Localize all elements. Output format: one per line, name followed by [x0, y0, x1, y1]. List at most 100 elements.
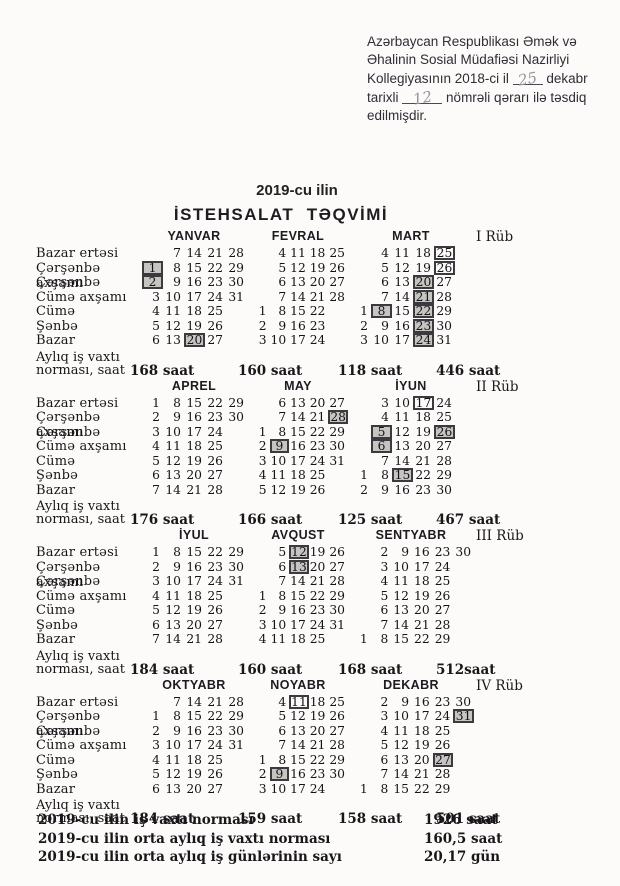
weekday-label: Cümə axşamı [36, 289, 127, 305]
spacer [474, 545, 602, 560]
day-cell: 14 [393, 617, 410, 632]
day-cell: 11 [165, 304, 181, 318]
day-cell: 30 [329, 603, 345, 617]
day-cell: 13 [290, 395, 306, 410]
day-cell: 18 [309, 246, 326, 260]
handwritten-decree-number: 12 [411, 87, 434, 109]
day-cell [226, 589, 247, 603]
weekday-row: Şənbə 5 12 19 26 2 9 16 23 30 7 14 21 28 [36, 767, 602, 782]
day-cell [250, 261, 270, 275]
month-column: 6 13 20 27 [248, 396, 348, 411]
day-cell [453, 738, 474, 752]
spacer [474, 632, 602, 647]
month-grid: 7 14 21 28 [348, 618, 474, 632]
day-cell: 15 [290, 752, 306, 767]
weekday-row: Cümə 5 12 19 26 2 9 16 23 30 6 13 20 27 [36, 603, 602, 618]
day-cell: 13 [165, 617, 181, 632]
month-grid: 5 12 19 26 [248, 709, 348, 723]
summary-label: 2019-cu ilin orta aylıq iş günlərinin sa… [38, 849, 342, 866]
spacer [36, 379, 140, 396]
month-grid: 3 10 17 24 31 [248, 454, 348, 468]
norm-label: Aylıq iş vaxtı norması, saat [36, 351, 140, 379]
quarter-total-value: 512saat [436, 661, 496, 678]
weekday-label: Cümə [36, 453, 76, 469]
day-cell: 12 [394, 424, 410, 439]
day-cell: 23 [434, 545, 451, 559]
month-column: 7 14 21 28 [248, 290, 348, 305]
day-cell: 12 [165, 318, 181, 333]
weekday-row: Bazar 7 14 21 28 5 12 19 26 2 9 16 23 30 [36, 483, 602, 498]
spacer [36, 678, 140, 695]
month-column: 1 8 15 22 29 [348, 782, 474, 797]
day-cell: 21 [207, 694, 223, 709]
month-name: İYUN [395, 378, 427, 393]
month-column: 2 9 16 23 30 [248, 767, 348, 782]
month-grid: 4 11 18 25 [248, 468, 348, 482]
quarter-block: APREL MAY İYUN II Rüb Bazar ertəsi 1 8 15 22 29 6 1… [36, 379, 602, 529]
annual-summary: 2019-cu ilin iş vaxtı norması 1926 saat … [38, 812, 598, 868]
quarter-header-row: YANVAR FEVRAL MART I Rüb [36, 229, 602, 246]
day-cell: 18 [186, 439, 202, 453]
spacer [474, 589, 602, 604]
day-cell: 5 [258, 482, 267, 497]
day-cell: 1 [152, 395, 160, 410]
day-cell: 19 [186, 603, 202, 617]
holiday-day-cell: 31 [453, 709, 474, 723]
day-cell [350, 753, 371, 767]
month-grid: 2 9 16 23 30 [140, 724, 248, 738]
day-cell: 4 [152, 304, 160, 318]
day-cell: 1 [360, 304, 368, 318]
norm-label: Aylıq iş vaxtı norması, saat [36, 650, 140, 678]
day-cell: 16 [186, 559, 202, 574]
month-grid: 1 8 15 22 29 [140, 709, 248, 723]
holiday-day-cell: 5 [371, 424, 392, 439]
day-cell: 12 [290, 709, 306, 723]
spacer [474, 275, 602, 290]
day-cell: 1 [360, 468, 368, 482]
day-cell: 26 [329, 260, 345, 275]
day-cell: 12 [165, 603, 181, 617]
day-cell: 17 [290, 453, 306, 468]
day-cell: 5 [152, 453, 160, 468]
day-cell: 4 [278, 694, 287, 709]
day-cell: 7 [278, 410, 287, 424]
day-cell: 15 [186, 395, 202, 410]
day-cell: 27 [434, 603, 451, 617]
day-cell: 31 [329, 453, 345, 468]
day-cell [350, 767, 371, 781]
day-cell: 18 [414, 723, 430, 738]
day-cell: 27 [436, 439, 452, 453]
weekday-label: Cümə [36, 304, 76, 319]
day-cell: 14 [290, 574, 306, 588]
day-cell [226, 618, 247, 632]
day-cell [226, 603, 247, 617]
day-cell: 27 [329, 395, 345, 410]
day-cell: 18 [186, 588, 202, 603]
day-cell: 21 [309, 289, 326, 304]
month-column: 2 9 16 23 30 [248, 439, 348, 454]
day-cell: 30 [228, 275, 244, 289]
month-column: 2 9 16 23 30 [140, 560, 248, 590]
day-cell: 8 [278, 752, 287, 767]
month-grid: 1 8 15 22 29 [348, 632, 474, 646]
day-cell: 14 [165, 482, 181, 497]
month-column: 6 13 20 27 [348, 275, 474, 290]
month-grid: 3 10 17 24 31 [348, 709, 474, 723]
handwritten-day-number: 25 [516, 68, 539, 90]
weekday-label: Bazar ertəsi [36, 545, 119, 560]
day-cell: 9 [173, 275, 181, 289]
weekday-row: Bazar ertəsi 1 8 15 22 29 5 12 19 26 2 9 16 23 30 [36, 545, 602, 560]
spacer [474, 753, 602, 768]
day-cell: 7 [173, 246, 181, 260]
month-name: APREL [171, 378, 217, 393]
summary-value: 20,17 gün [424, 849, 501, 866]
month-name: AVQUST [271, 528, 325, 542]
month-name: DEKABR [383, 677, 439, 692]
day-cell: 24 [309, 781, 326, 796]
day-cell: 30 [455, 694, 472, 709]
month-grid: 7 14 21 28 [140, 483, 248, 497]
day-cell: 26 [207, 453, 223, 468]
month-grid: 4 11 18 25 [140, 439, 248, 453]
day-cell: 29 [228, 545, 244, 559]
